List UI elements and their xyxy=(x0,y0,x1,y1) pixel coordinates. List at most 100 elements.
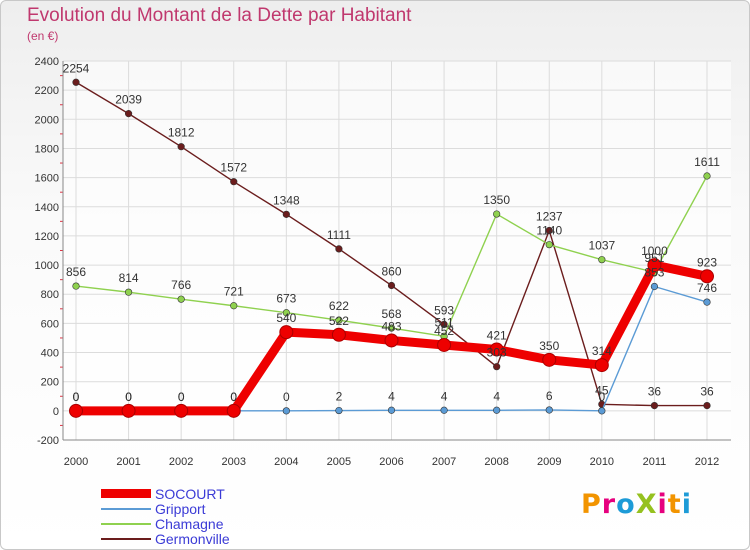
x-tick-label: 2003 xyxy=(222,456,246,468)
data-point-chamagne xyxy=(282,309,290,317)
data-label-chamagne: 1611 xyxy=(694,155,720,169)
data-label-chamagne: 511 xyxy=(435,315,454,329)
data-label-gripport: 0 xyxy=(283,390,290,404)
data-label-chamagne: 721 xyxy=(224,285,244,299)
logo-letter: i xyxy=(657,489,668,520)
data-point-socourt xyxy=(489,342,504,357)
data-point-gripport xyxy=(598,407,606,415)
data-point-socourt xyxy=(700,269,714,284)
data-label-germonville: 2254 xyxy=(63,61,90,75)
data-point-chamagne xyxy=(230,302,238,310)
y-tick-label: 0 xyxy=(53,406,59,418)
y-tick-label: 1000 xyxy=(35,260,59,272)
data-label-germonville: 593 xyxy=(434,303,454,317)
legend-label-germonville: Germonville xyxy=(155,531,230,547)
legend-label-socourt: SOCOURT xyxy=(155,486,225,502)
data-label-germonville: 2039 xyxy=(115,93,142,107)
x-tick-label: 2009 xyxy=(537,456,561,468)
data-label-chamagne: 673 xyxy=(276,292,296,306)
y-tick-label: 800 xyxy=(41,289,59,301)
data-label-socourt: 421 xyxy=(487,328,507,342)
legend-swatch-socourt xyxy=(101,489,151,498)
y-tick-label: 1200 xyxy=(35,231,59,243)
data-label-socourt: 0 xyxy=(73,390,80,404)
data-label-germonville: 36 xyxy=(700,385,714,399)
data-label-gripport: 0 xyxy=(73,390,80,404)
legend-label-gripport: Gripport xyxy=(155,501,206,517)
x-tick-label: 2008 xyxy=(484,456,508,468)
data-label-germonville: 1237 xyxy=(536,210,563,224)
data-label-germonville: 45 xyxy=(595,383,609,397)
plot-area xyxy=(63,61,731,440)
x-tick-label: 2007 xyxy=(432,456,456,468)
y-tick-label: 600 xyxy=(41,318,59,330)
data-label-socourt: 0 xyxy=(125,390,132,404)
data-label-germonville: 860 xyxy=(381,264,401,278)
data-point-germonville xyxy=(177,143,185,151)
data-point-chamagne xyxy=(72,282,80,290)
data-label-germonville: 303 xyxy=(487,346,507,360)
legend-swatch-germonville xyxy=(101,538,151,540)
data-point-socourt xyxy=(542,352,557,367)
data-label-chamagne: 1140 xyxy=(536,224,562,238)
chart-title: Evolution du Montant de la Dette par Hab… xyxy=(27,5,412,26)
data-label-socourt: 452 xyxy=(434,324,454,338)
data-label-gripport: 853 xyxy=(644,266,664,280)
proxiti-logo: ProXiti xyxy=(581,489,692,520)
x-tick-label: 2012 xyxy=(695,456,719,468)
data-label-chamagne: 856 xyxy=(66,265,86,279)
data-label-chamagne: 814 xyxy=(119,271,139,285)
chart-subtitle: (en €) xyxy=(27,29,59,43)
data-point-socourt xyxy=(594,358,609,373)
data-label-socourt: 483 xyxy=(381,319,401,333)
x-tick-label: 2002 xyxy=(169,456,193,468)
data-label-socourt: 522 xyxy=(329,314,349,328)
data-point-socourt xyxy=(331,327,346,342)
y-tick-label: 200 xyxy=(41,377,59,389)
data-point-germonville xyxy=(493,363,501,371)
data-point-gripport xyxy=(387,406,396,414)
data-point-gripport xyxy=(703,298,711,306)
data-point-chamagne xyxy=(335,316,343,324)
data-point-gripport xyxy=(493,406,501,414)
data-point-germonville xyxy=(703,401,711,410)
data-label-socourt: 0 xyxy=(230,390,237,404)
data-point-germonville xyxy=(124,110,133,118)
data-point-germonville xyxy=(650,401,659,410)
legend-label-chamagne: Chamagne xyxy=(155,516,224,532)
data-label-chamagne: 766 xyxy=(171,278,191,292)
data-point-chamagne xyxy=(703,172,711,180)
data-label-gripport: 6 xyxy=(546,389,553,403)
data-point-chamagne xyxy=(493,210,501,218)
data-point-germonville xyxy=(230,178,238,186)
logo-letter: i xyxy=(681,489,692,520)
data-label-gripport: 0 xyxy=(230,390,237,404)
data-point-gripport xyxy=(440,406,448,414)
data-point-gripport xyxy=(545,406,553,414)
x-tick-label: 2005 xyxy=(327,456,351,468)
data-point-socourt xyxy=(384,333,399,348)
data-point-germonville xyxy=(545,226,553,235)
data-label-socourt: 540 xyxy=(276,311,296,325)
data-label-germonville: 1111 xyxy=(327,228,351,242)
x-tick-label: 2000 xyxy=(64,456,88,468)
logo-letter: r xyxy=(601,489,617,520)
data-label-gripport: 0 xyxy=(598,390,605,404)
x-tick-label: 2010 xyxy=(590,456,614,468)
data-label-chamagne: 568 xyxy=(381,307,401,321)
data-point-gripport xyxy=(650,282,659,291)
data-label-chamagne: 951 xyxy=(644,251,664,265)
data-label-socourt: 0 xyxy=(178,390,185,404)
data-label-chamagne: 1037 xyxy=(588,239,615,253)
data-label-chamagne: 622 xyxy=(329,299,349,313)
data-label-gripport: 0 xyxy=(178,390,185,404)
logo-letter: o xyxy=(616,489,636,520)
data-label-socourt: 1000 xyxy=(641,244,668,258)
data-point-gripport xyxy=(335,406,343,415)
y-tick-label: 2000 xyxy=(35,114,59,126)
data-label-gripport: 0 xyxy=(125,390,132,404)
x-tick-label: 2001 xyxy=(116,456,140,468)
y-tick-label: 1400 xyxy=(35,202,59,214)
data-label-gripport: 4 xyxy=(493,389,500,403)
